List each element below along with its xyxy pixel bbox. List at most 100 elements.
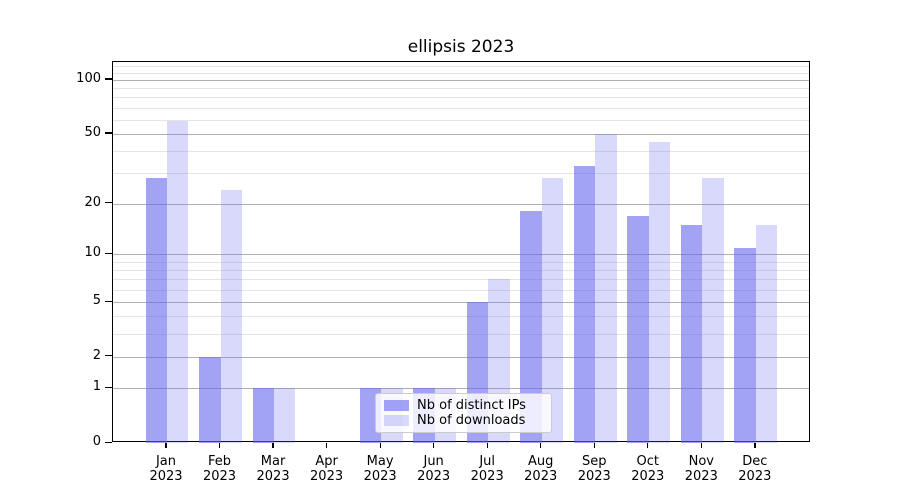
legend-label-distinct-ips: Nb of distinct IPs [417, 397, 526, 413]
x-tick-label-year: 2023 [470, 469, 504, 484]
y-tick-label-100: 100 [76, 70, 101, 86]
x-tick-label-month: Apr [315, 454, 338, 469]
bar-dec-downloads [755, 224, 778, 443]
x-tick-mark-jul [486, 443, 488, 448]
gridline-minor-y-7 [113, 279, 809, 281]
x-tick-mark-mar [272, 443, 274, 448]
bar-nov-downloads [702, 178, 724, 443]
bar-feb-downloads [220, 189, 242, 443]
x-tick-label-may: May 2023 [350, 454, 410, 484]
gridline-minor-y-30 [113, 172, 809, 174]
x-tick-label-jun: Jun 2023 [404, 454, 464, 484]
x-tick-mark-dec [754, 443, 756, 448]
y-tick-label-10: 10 [84, 245, 101, 261]
bar-sep-downloads [595, 133, 617, 443]
x-tick-label-month: Feb [208, 454, 232, 469]
x-tick-label-apr: Apr 2023 [297, 454, 357, 484]
gridline-minor-y-3 [113, 333, 809, 335]
y-tick-mark-0 [105, 441, 112, 443]
x-tick-label-year: 2023 [202, 469, 237, 484]
x-tick-label-aug: Aug 2023 [511, 454, 571, 484]
legend-label-downloads: Nb of downloads [417, 412, 526, 428]
legend-swatch-distinct-ips [384, 400, 409, 411]
x-tick-label-sep: Sep 2023 [564, 454, 624, 484]
x-tick-label-month: Sep [581, 454, 607, 469]
x-tick-label-year: 2023 [738, 469, 772, 484]
x-tick-label-month: Nov [688, 454, 714, 469]
x-tick-label-month: Jun [423, 454, 444, 469]
x-tick-label-year: 2023 [149, 469, 183, 484]
x-tick-mark-feb [218, 443, 221, 448]
x-tick-label-dec: Dec 2023 [725, 454, 785, 484]
y-tick-label-1: 1 [92, 379, 101, 395]
x-tick-label-month: May [366, 454, 394, 469]
y-tick-label-0: 0 [92, 434, 101, 449]
bar-mar-distinct-ips [252, 388, 275, 443]
bar-feb-distinct-ips [199, 356, 221, 443]
legend-item-downloads: Nb of downloads [384, 412, 543, 428]
y-tick-label-20: 20 [84, 194, 101, 210]
bar-mar-downloads [274, 388, 296, 443]
x-tick-label-month: Mar [260, 454, 286, 469]
x-tick-label-month: Oct [636, 454, 659, 469]
x-tick-mark-nov [700, 443, 702, 448]
gridline-minor-y-80 [113, 97, 809, 99]
y-tick-mark-100 [105, 78, 112, 80]
gridline-major-y-1 [113, 388, 809, 390]
gridline-major-y-50 [113, 133, 809, 135]
x-tick-label-year: 2023 [310, 469, 344, 484]
bar-jan-downloads [167, 120, 189, 443]
gridline-minor-y-60 [113, 119, 809, 121]
y-tick-mark-20 [105, 202, 112, 204]
x-tick-label-month: Jul [479, 454, 496, 469]
gridline-minor-y-70 [113, 107, 809, 109]
gridline-minor-y-6 [113, 289, 809, 291]
bar-jan-distinct-ips [145, 178, 167, 443]
gridline-minor-y-9 [113, 261, 809, 263]
x-tick-label-year: 2023 [256, 469, 290, 484]
gridline-major-y-5 [113, 302, 809, 304]
gridline-major-y-20 [113, 203, 809, 205]
gridline-minor-y-110 [113, 72, 809, 74]
y-tick-mark-2 [105, 355, 112, 357]
bar-sep-distinct-ips [573, 165, 596, 443]
x-tick-label-feb: Feb 2023 [190, 454, 250, 484]
y-tick-label-50: 50 [84, 124, 101, 140]
x-tick-label-jan: Jan 2023 [136, 454, 196, 484]
x-tick-mark-aug [540, 443, 542, 448]
x-tick-label-month: Jan [155, 454, 177, 469]
x-tick-label-month: Aug [528, 454, 554, 469]
gridline-major-y-10 [113, 254, 809, 256]
x-tick-label-nov: Nov 2023 [671, 454, 731, 484]
x-tick-label-year: 2023 [577, 469, 611, 484]
y-tick-mark-5 [105, 300, 112, 302]
legend-swatch-downloads [384, 415, 409, 426]
x-tick-label-jul: Jul 2023 [457, 454, 517, 484]
gridline-minor-y-4 [113, 316, 809, 318]
x-tick-mark-jan [165, 443, 167, 448]
bar-oct-distinct-ips [627, 215, 649, 443]
gridline-minor-y-40 [113, 150, 809, 152]
legend: Nb of distinct IPs Nb of downloads [375, 393, 552, 433]
x-tick-mark-jun [433, 443, 435, 448]
x-tick-label-year: 2023 [417, 469, 451, 484]
x-tick-label-mar: Mar 2023 [243, 454, 303, 484]
bar-aug-distinct-ips [520, 211, 542, 443]
bar-dec-distinct-ips [734, 247, 756, 443]
bar-oct-downloads [648, 141, 671, 443]
gridline-minor-y-90 [113, 88, 809, 90]
plot-area: Nb of distinct IPs Nb of downloads [112, 61, 810, 443]
y-tick-label-5: 5 [92, 293, 101, 309]
x-tick-mark-apr [325, 443, 328, 448]
gridline-major-y-2 [113, 356, 809, 358]
bar-nov-distinct-ips [680, 224, 703, 443]
y-tick-mark-1 [105, 386, 112, 389]
x-tick-label-year: 2023 [524, 469, 558, 484]
gridline-major-y-100 [113, 79, 809, 81]
x-tick-mark-sep [593, 443, 595, 448]
x-tick-label-year: 2023 [684, 469, 718, 484]
gridline-minor-y-8 [113, 270, 809, 272]
x-tick-label-month: Dec [742, 454, 768, 469]
y-tick-mark-10 [105, 252, 112, 255]
